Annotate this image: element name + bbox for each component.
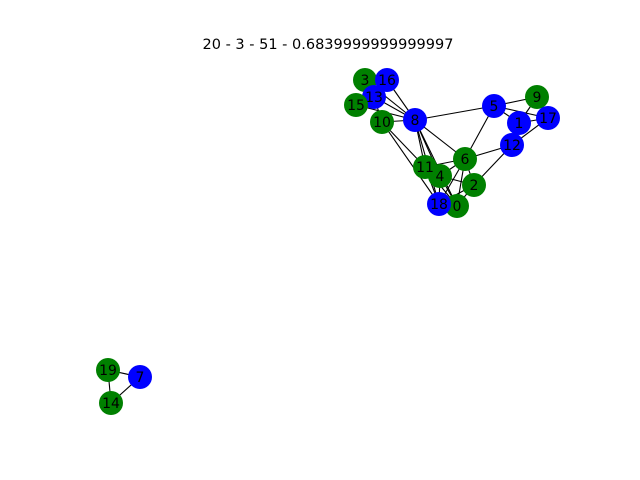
node-label-10: 10 <box>373 115 391 131</box>
edge-10-18 <box>381 121 440 205</box>
node-label-2: 2 <box>470 178 479 194</box>
node-9: 9 <box>525 85 549 109</box>
node-circle-12 <box>500 133 524 157</box>
node-2: 2 <box>462 173 486 197</box>
node-label-1: 1 <box>515 116 524 132</box>
node-circle-13 <box>362 85 386 109</box>
node-circle-0 <box>445 194 469 218</box>
node-circle-15 <box>344 93 368 117</box>
node-6: 6 <box>453 147 477 171</box>
node-circle-2 <box>462 173 486 197</box>
node-12: 12 <box>500 133 524 157</box>
node-19: 19 <box>96 358 120 382</box>
node-8: 8 <box>403 108 427 132</box>
node-circle-6 <box>453 147 477 171</box>
node-circle-1 <box>507 111 531 135</box>
node-label-11: 11 <box>416 160 434 176</box>
edge-8-5 <box>414 105 495 121</box>
node-circle-17 <box>536 106 560 130</box>
node-label-18: 18 <box>430 197 448 213</box>
edges-layer <box>107 79 549 404</box>
node-label-9: 9 <box>533 90 542 106</box>
node-11: 11 <box>413 155 437 179</box>
node-15: 15 <box>344 93 368 117</box>
node-circle-11 <box>413 155 437 179</box>
node-circle-16 <box>375 68 399 92</box>
node-circle-19 <box>96 358 120 382</box>
node-label-14: 14 <box>102 396 120 412</box>
node-13: 13 <box>362 85 386 109</box>
node-label-8: 8 <box>411 113 420 129</box>
node-circle-14 <box>99 391 123 415</box>
node-circle-8 <box>403 108 427 132</box>
node-label-5: 5 <box>490 99 499 115</box>
node-14: 14 <box>99 391 123 415</box>
node-label-16: 16 <box>378 73 396 89</box>
node-16: 16 <box>375 68 399 92</box>
node-label-0: 0 <box>453 199 462 215</box>
node-0: 0 <box>445 194 469 218</box>
node-label-15: 15 <box>347 98 365 114</box>
node-circle-7 <box>128 365 152 389</box>
node-circle-9 <box>525 85 549 109</box>
node-label-17: 17 <box>539 111 557 127</box>
node-label-12: 12 <box>503 138 521 154</box>
node-10: 10 <box>370 110 394 134</box>
node-circle-5 <box>482 94 506 118</box>
node-label-7: 7 <box>136 370 145 386</box>
node-5: 5 <box>482 94 506 118</box>
node-7: 7 <box>128 365 152 389</box>
node-label-4: 4 <box>436 169 445 185</box>
node-17: 17 <box>536 106 560 130</box>
graph-title: 20 - 3 - 51 - 0.6839999999999997 <box>203 37 454 53</box>
node-label-6: 6 <box>461 152 470 168</box>
node-label-13: 13 <box>365 90 383 106</box>
node-circle-10 <box>370 110 394 134</box>
node-18: 18 <box>427 192 451 216</box>
node-circle-18 <box>427 192 451 216</box>
node-label-3: 3 <box>361 73 370 89</box>
node-label-19: 19 <box>99 363 117 379</box>
node-1: 1 <box>507 111 531 135</box>
